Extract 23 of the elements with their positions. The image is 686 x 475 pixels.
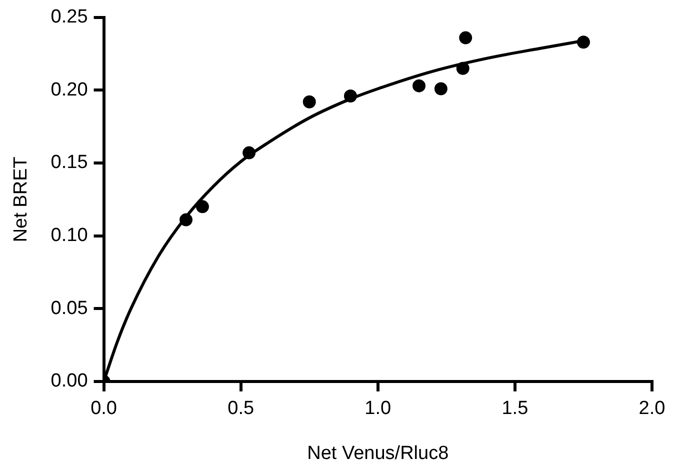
point <box>180 213 193 226</box>
x-tick-label: 0.5 <box>228 398 254 420</box>
x-tick-label: 2.0 <box>638 398 666 420</box>
y-axis-title: Net BRET <box>10 156 32 242</box>
point <box>576 36 590 49</box>
y-tick-label: 0.15 <box>50 152 88 174</box>
point <box>344 90 357 103</box>
x-tick-label: 1.5 <box>502 398 528 420</box>
y-tick-label: 0.00 <box>50 370 88 392</box>
point <box>459 31 472 44</box>
x-axis-title: Net Venus/Rluc8 <box>307 442 449 464</box>
point <box>434 82 448 96</box>
point <box>196 200 209 214</box>
y-tick-label: 0.20 <box>50 79 88 100</box>
point <box>412 79 426 92</box>
y-tick-label: 0.25 <box>50 6 88 28</box>
point <box>302 95 316 108</box>
point <box>242 146 256 160</box>
point <box>456 62 470 75</box>
x-tick-label: 0.0 <box>90 398 117 420</box>
y-tick-label: 0.05 <box>50 298 88 319</box>
y-tick-label: 0.10 <box>50 225 88 246</box>
x-tick-label: 1.0 <box>364 398 392 420</box>
